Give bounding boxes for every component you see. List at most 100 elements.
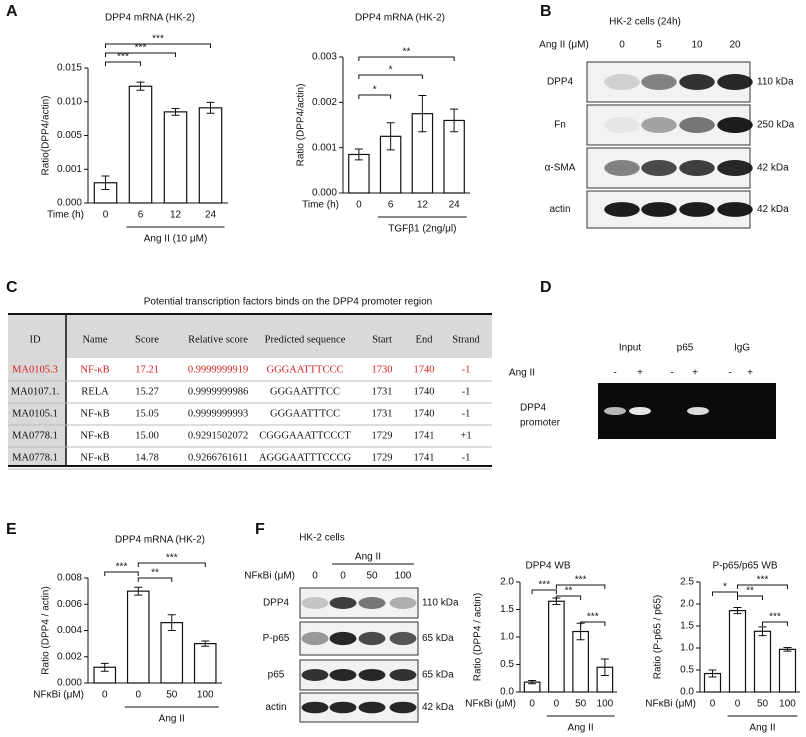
x-tick-label: 0 [103, 210, 109, 221]
row-label: actin [265, 702, 286, 713]
blot-band [358, 701, 386, 714]
blot-band [389, 597, 417, 609]
row-label: Fn [554, 120, 566, 131]
blot-band [389, 701, 417, 714]
x-axis-label: NFκBi (μM) [465, 699, 516, 710]
x-tick-label: 0 [529, 699, 535, 710]
x-axis-label: Time (h) [302, 200, 339, 211]
blot-title: HK-2 cells (24h) [609, 17, 681, 28]
blot-band [301, 631, 329, 646]
bar [126, 590, 150, 684]
y-tick-label: 0.5 [500, 659, 514, 670]
error-bar [528, 679, 537, 685]
table-header: End [416, 334, 434, 345]
panel-label: E [6, 521, 17, 538]
table-cell: 1740 [414, 364, 435, 375]
row-label: p65 [268, 670, 285, 681]
group-label: Ang II [749, 723, 775, 734]
y-axis-label: Ratio (P-p65 / p65) [653, 595, 664, 680]
chart-title: DPP4 mRNA (HK-2) [105, 13, 195, 24]
bar [163, 111, 188, 204]
sig-label: ** [565, 586, 573, 597]
table-cell: CGGGAAATTCCCT [259, 430, 351, 441]
error-bar [134, 586, 143, 596]
table-cell: AGGGAATTTCCCG [259, 452, 352, 463]
y-tick-label: 0.5 [680, 665, 694, 676]
table-cell: 15.00 [135, 430, 159, 441]
table-cell: 1729 [372, 430, 393, 441]
blot-band [389, 631, 417, 646]
x-tick-label: 0 [135, 690, 141, 701]
lane-label: 10 [691, 40, 703, 51]
x-tick-label: 24 [449, 200, 461, 211]
group-label: Ang II [159, 714, 185, 725]
treatment-label: Ang II [355, 552, 381, 563]
sig-bracket [555, 595, 582, 600]
table-title: Potential transcription factors binds on… [144, 297, 433, 308]
blot-band [358, 631, 386, 646]
blot-band [329, 631, 357, 646]
blot-band [717, 74, 753, 90]
blot-band [604, 74, 640, 90]
sign-label: - [613, 368, 616, 379]
y-axis-label: Ratio (DPP4/actin) [296, 84, 307, 167]
x-tick-label: 0 [554, 699, 560, 710]
blot-band [717, 160, 753, 176]
group-label: IgG [734, 343, 750, 354]
size-label: 250 kDa [757, 120, 795, 131]
table-cell: 0.9999999986 [188, 386, 248, 397]
size-label: 110 kDa [422, 598, 459, 609]
chart-title: P-p65/p65 WB [712, 561, 777, 572]
x-tick-label: 50 [166, 690, 178, 701]
table-cell: 1741 [414, 430, 435, 441]
x-axis-label: NFκBi (μM) [33, 690, 84, 701]
blot-band [329, 701, 357, 714]
blot-band [329, 597, 357, 609]
bar [728, 609, 747, 693]
x-axis-label: NFκBi (μM) [645, 699, 696, 710]
sign-label: - [728, 368, 731, 379]
blot-band [604, 160, 640, 176]
y-tick-label: 0.010 [57, 96, 82, 107]
table-cell: 1740 [414, 408, 435, 419]
treatment-label: Ang II (μM) [539, 40, 589, 51]
table-cell: 14.78 [135, 452, 159, 463]
table-cell: 1740 [414, 386, 435, 397]
sig-bracket [712, 591, 738, 596]
bar [198, 107, 223, 204]
bar [128, 85, 153, 204]
table-header: Relative score [188, 334, 248, 345]
table-cell: 1730 [372, 364, 393, 375]
table-cell: RELA [81, 386, 109, 397]
target-label: DPP4 [520, 403, 547, 414]
error-bar [783, 647, 792, 652]
blot-band [329, 669, 357, 681]
sig-label: * [723, 582, 727, 593]
sig-bracket [137, 577, 173, 582]
y-tick-label: 0.0 [680, 687, 694, 698]
y-tick-label: 0.015 [57, 63, 82, 74]
group-label: Ang II (10 μM) [144, 234, 208, 245]
error-bar [600, 658, 609, 676]
bar [778, 648, 797, 693]
x-tick-label: 50 [575, 699, 587, 710]
y-axis-label: Ratio (DPP4 / actin) [473, 593, 484, 681]
blot-band [679, 202, 715, 217]
table-cell: 1741 [414, 452, 435, 463]
treatment-label: Ang II [509, 368, 535, 379]
blot-band [604, 117, 640, 133]
blot-band [301, 701, 329, 714]
sig-label: *** [117, 52, 129, 63]
table-cell: -1 [462, 408, 471, 419]
blot-band [641, 117, 677, 133]
gel-band [629, 407, 651, 415]
x-tick-label: 0 [710, 699, 716, 710]
x-tick-label: 100 [779, 699, 796, 710]
sig-label: *** [757, 575, 769, 586]
sig-label: *** [575, 575, 587, 586]
table-cell: 1729 [372, 452, 393, 463]
row-label: P-p65 [263, 633, 290, 644]
x-tick-label: 6 [388, 200, 394, 211]
x-tick-label: 0 [356, 200, 362, 211]
